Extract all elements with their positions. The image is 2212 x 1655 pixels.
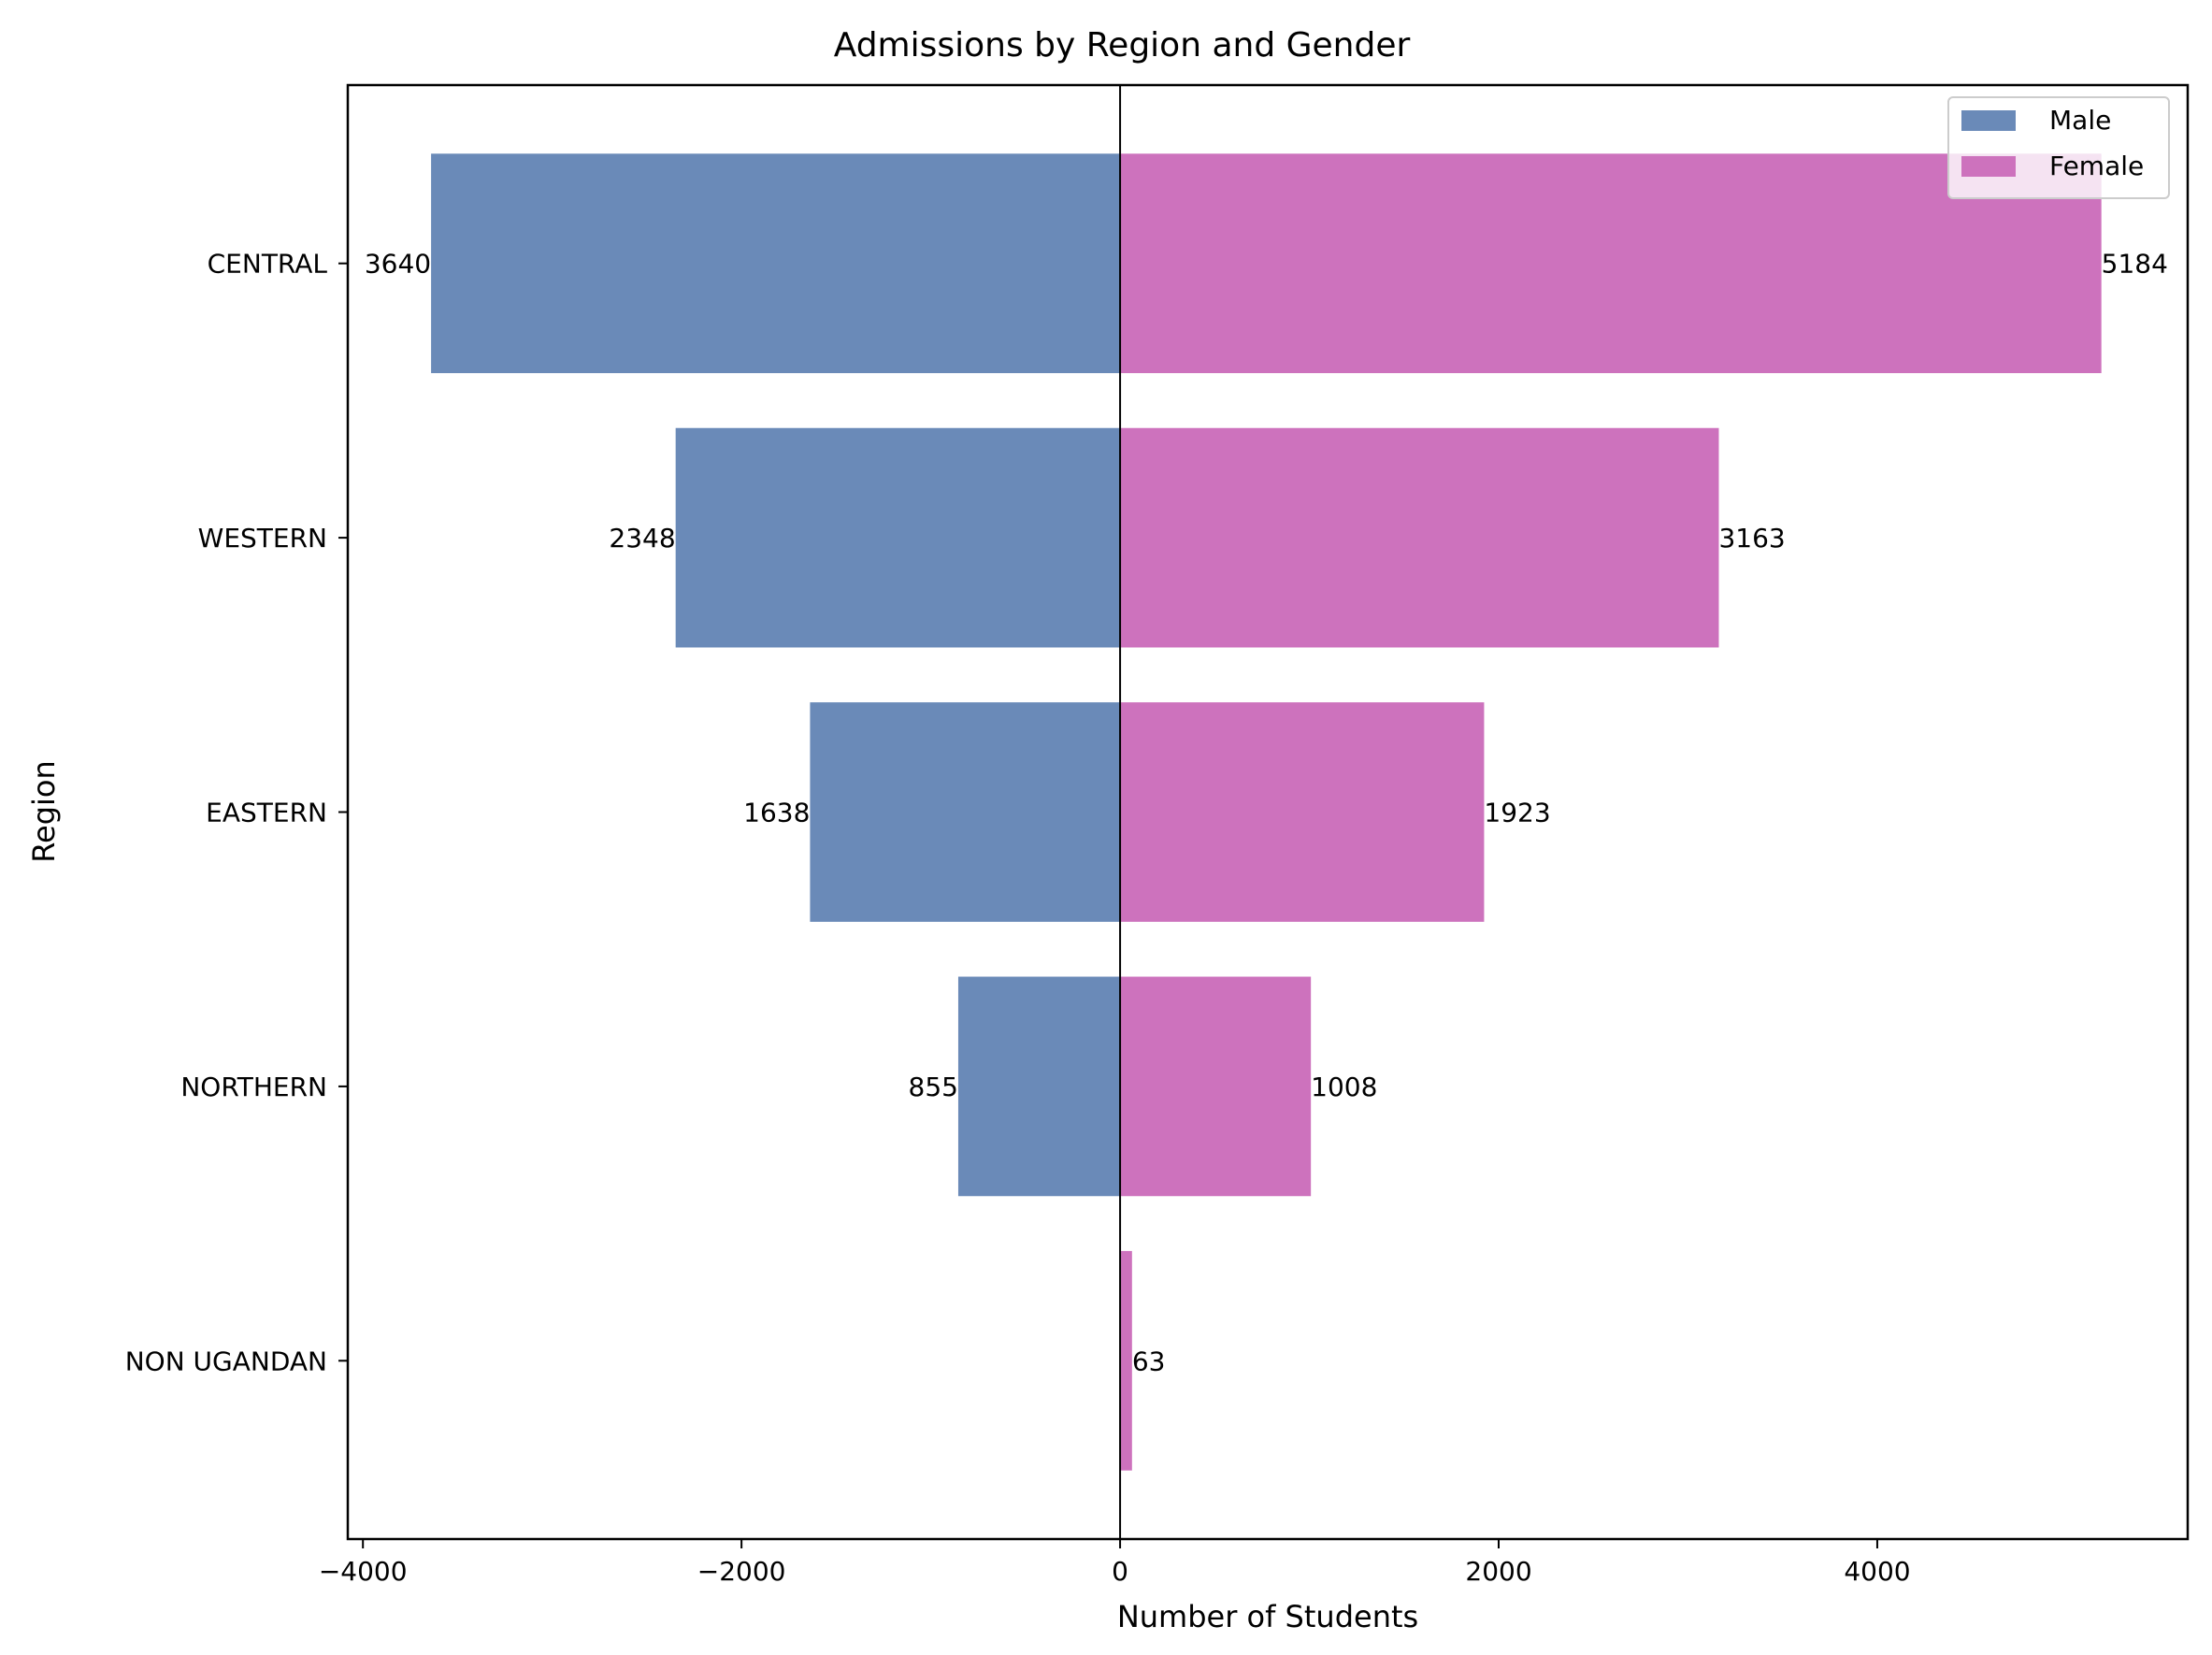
y-tick-label: CENTRAL [208, 249, 328, 280]
x-axis-label: Number of Students [1117, 1599, 1418, 1634]
data-labels-layer: 3640 2348 1638 855 5184 3163 1923 1008 63 [365, 249, 2168, 1377]
bar-female-eastern [1120, 702, 1485, 922]
x-tick-label: −4000 [319, 1556, 408, 1587]
y-tick-label: NORTHERN [180, 1072, 327, 1102]
bar-female-central [1120, 153, 2102, 374]
y-axis: CENTRAL WESTERN EASTERN NORTHERN NON UGANDAN [125, 249, 348, 1376]
data-label-female-western: 3163 [1718, 523, 1785, 554]
legend: Male Female [1947, 96, 2170, 199]
data-label-female-central: 5184 [2102, 249, 2168, 280]
bar-female-western [1120, 427, 1719, 648]
data-label-male-western: 2348 [609, 523, 675, 554]
data-label-male-eastern: 1638 [743, 798, 810, 828]
bar-female-non-ugandan [1120, 1250, 1132, 1471]
legend-label-male: Male [2049, 105, 2111, 136]
x-tick-label: −2000 [697, 1556, 786, 1587]
y-tick-label: NON UGANDAN [125, 1346, 327, 1376]
y-tick-label: EASTERN [206, 798, 327, 828]
chart-title: Admissions by Region and Gender [834, 26, 1411, 65]
data-label-male-northern: 855 [909, 1072, 958, 1102]
bar-female-northern [1120, 976, 1312, 1197]
bar-male-western [675, 427, 1121, 648]
x-tick-label: 0 [1112, 1556, 1128, 1587]
legend-swatch-male [1961, 110, 2016, 131]
x-tick-label: 2000 [1465, 1556, 1531, 1587]
data-label-male-central: 3640 [365, 249, 431, 280]
bar-male-central [431, 153, 1121, 374]
bars-layer [431, 153, 2102, 1471]
data-label-female-eastern: 1923 [1484, 798, 1550, 828]
bar-male-eastern [810, 702, 1121, 922]
bar-male-northern [957, 976, 1121, 1197]
legend-swatch-female [1961, 156, 2016, 177]
y-tick-label: WESTERN [198, 523, 327, 554]
x-axis: −4000 −2000 0 2000 4000 [319, 1539, 1911, 1587]
data-label-female-non-ugandan: 63 [1132, 1346, 1166, 1376]
legend-label-female: Female [2049, 151, 2144, 181]
x-tick-label: 4000 [1844, 1556, 1910, 1587]
data-label-female-northern: 1008 [1311, 1072, 1377, 1102]
y-axis-label: Region [26, 760, 62, 863]
